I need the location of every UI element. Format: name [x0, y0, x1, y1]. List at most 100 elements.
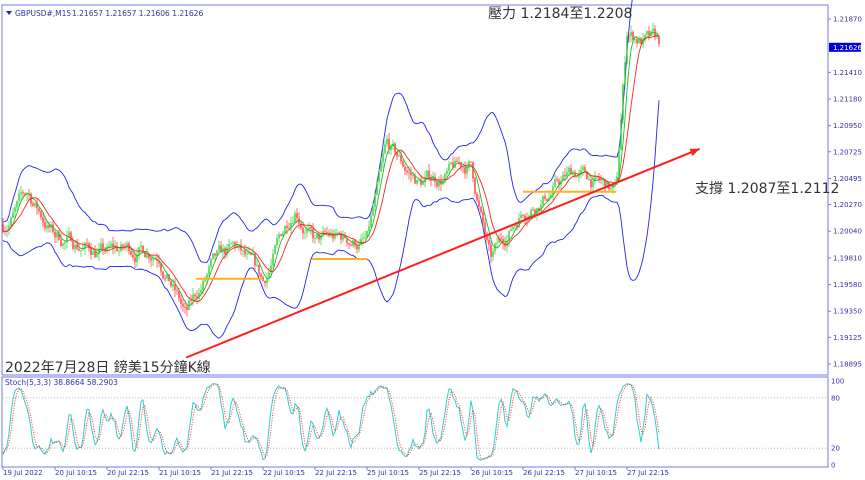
candle-body — [554, 179, 556, 187]
candle-body — [146, 254, 148, 258]
candle-body — [20, 192, 22, 195]
candle-body — [398, 155, 400, 157]
candle-body — [384, 144, 386, 154]
candle-body — [34, 202, 36, 206]
candle-body — [278, 234, 280, 239]
candle-body — [390, 145, 392, 150]
bollinger-upper — [2, 0, 633, 263]
candle-body — [32, 203, 34, 206]
candle-body — [356, 245, 358, 250]
candle-body — [110, 243, 112, 246]
candle-body — [372, 207, 374, 216]
candle-body — [166, 274, 168, 279]
candle-body — [122, 244, 124, 247]
candle-body — [420, 179, 422, 185]
candle-body — [298, 218, 300, 224]
candle-body — [352, 240, 354, 246]
candle-body — [98, 248, 100, 255]
candle-body — [400, 155, 402, 162]
candle-body — [368, 226, 370, 232]
collapse-triangle-icon[interactable] — [6, 11, 12, 15]
stoch-main-line — [2, 383, 660, 461]
candle-body — [186, 306, 188, 310]
candle-body — [130, 250, 132, 255]
x-tick-label: 20 Jul 10:15 — [55, 469, 97, 477]
candle-body — [248, 252, 250, 254]
candle-body — [482, 212, 484, 223]
candle-body — [82, 248, 84, 251]
candle-body — [600, 179, 602, 181]
candle-body — [178, 290, 180, 299]
candle-body — [304, 232, 306, 234]
candle-body — [424, 176, 426, 183]
candle-body — [204, 278, 206, 281]
candle-body — [288, 228, 290, 229]
candle-body — [180, 298, 182, 304]
candle-body — [8, 225, 10, 231]
candle-body — [530, 209, 532, 216]
candle-body — [350, 244, 352, 246]
candle-body — [346, 237, 348, 244]
candle-body — [18, 194, 20, 202]
candle-body — [260, 273, 262, 277]
candle-body — [532, 209, 534, 211]
candle-body — [160, 263, 162, 272]
candle-body — [584, 167, 586, 172]
candle-body — [118, 250, 120, 252]
candle-body — [54, 231, 56, 238]
candle-body — [270, 265, 272, 273]
candle-body — [652, 28, 654, 32]
candle-body — [460, 162, 462, 167]
candle-body — [568, 167, 570, 173]
candle-body — [540, 204, 542, 211]
candle-body — [404, 166, 406, 171]
candle-body — [140, 245, 142, 248]
candle-body — [72, 241, 74, 249]
y-tick-label: 1.21870 — [833, 16, 862, 24]
candle-body — [36, 202, 38, 209]
y-tick-label: 1.19125 — [833, 334, 862, 342]
candle-body — [40, 211, 42, 218]
candle-body — [14, 207, 16, 213]
candle-body — [566, 172, 568, 177]
candle-body — [90, 248, 92, 255]
stoch-level-label: 100 — [831, 378, 844, 386]
candle-body — [284, 226, 286, 234]
support-annotation: 支撐 1.2087至1.2112 — [695, 181, 839, 197]
candle-body — [286, 226, 288, 229]
indicator-frame — [1, 376, 829, 468]
candle-body — [570, 167, 572, 175]
candle-body — [450, 162, 452, 164]
candle-body — [648, 31, 650, 36]
candle-body — [632, 32, 634, 40]
candle-body — [444, 173, 446, 181]
candle-body — [136, 254, 138, 263]
candle-body — [16, 201, 18, 208]
main-frame — [1, 4, 829, 376]
candle-body — [332, 233, 334, 239]
candle-body — [446, 170, 448, 174]
current-price-label: 1.21626 — [833, 44, 862, 52]
candle-body — [256, 264, 258, 266]
candle-body — [386, 138, 388, 145]
candle-body — [628, 35, 630, 37]
candle-body — [230, 243, 232, 245]
candle-body — [64, 242, 66, 244]
candle-body — [232, 242, 234, 244]
candle-body — [476, 193, 478, 201]
candle-body — [212, 253, 214, 259]
candle-body — [456, 160, 458, 163]
candle-body — [142, 245, 144, 253]
y-tick-label: 1.20495 — [833, 175, 862, 183]
candle-body — [598, 176, 600, 180]
y-tick-label: 1.21180 — [833, 96, 862, 104]
candle-body — [268, 272, 270, 279]
candle-body — [572, 173, 574, 175]
candle-body — [266, 278, 268, 284]
candle-body — [246, 253, 248, 255]
candle-body — [486, 234, 488, 240]
candle-body — [508, 230, 510, 241]
candle-body — [376, 181, 378, 196]
